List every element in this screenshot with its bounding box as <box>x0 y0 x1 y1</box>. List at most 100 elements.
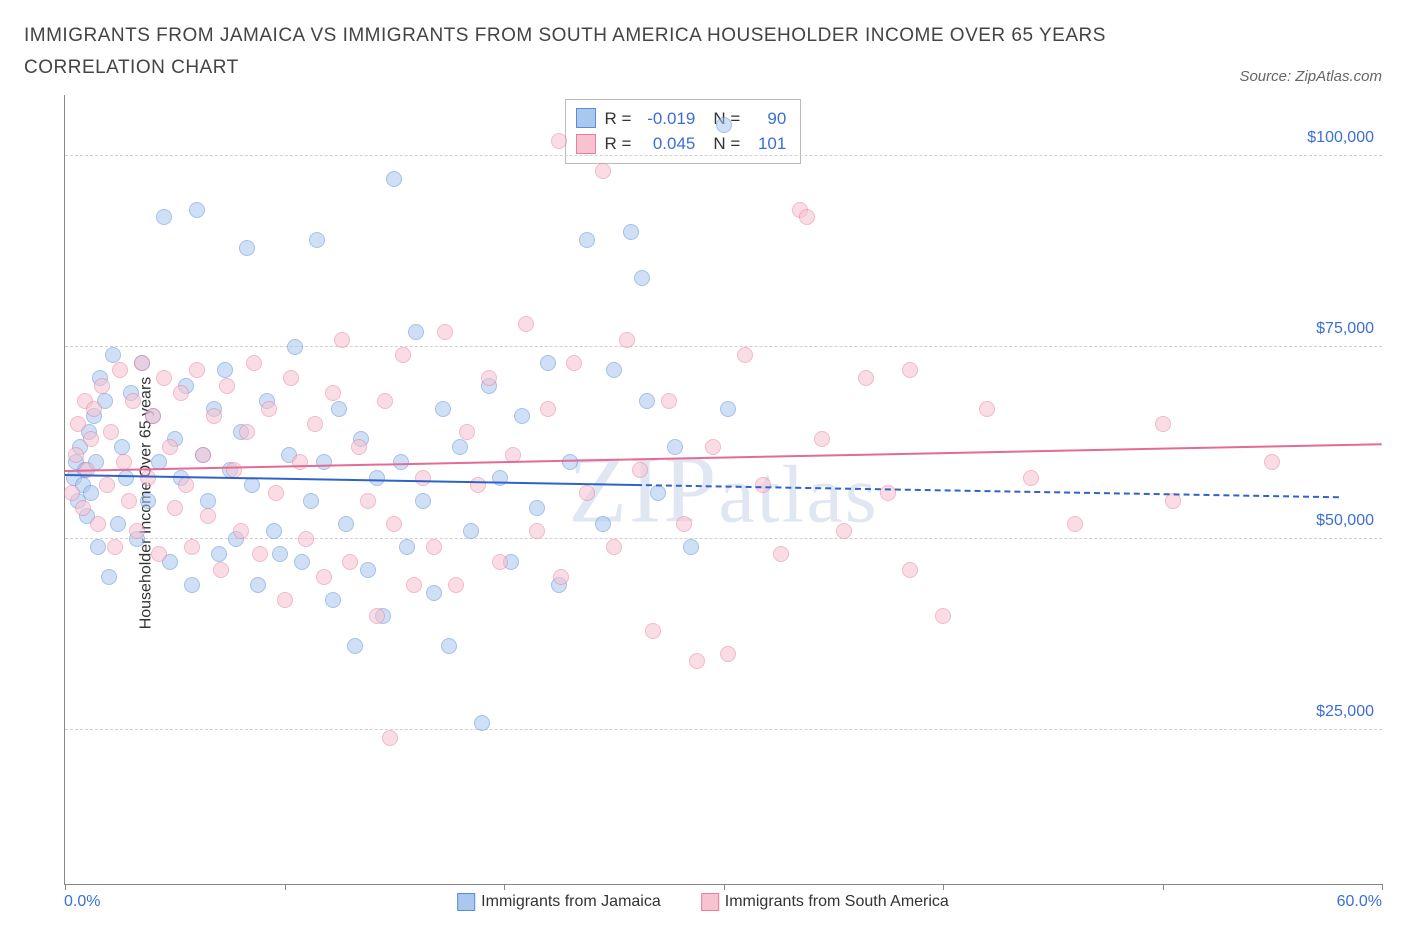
data-point <box>239 424 255 440</box>
data-point <box>151 546 167 562</box>
data-point <box>606 362 622 378</box>
data-point <box>145 408 161 424</box>
data-point <box>551 133 567 149</box>
data-point <box>399 539 415 555</box>
data-point <box>395 347 411 363</box>
data-point <box>529 500 545 516</box>
data-point <box>377 393 393 409</box>
data-point <box>579 485 595 501</box>
data-point <box>219 378 235 394</box>
data-point <box>562 454 578 470</box>
data-point <box>595 163 611 179</box>
data-point <box>351 439 367 455</box>
y-tick-label: $100,000 <box>1307 129 1374 147</box>
correlation-stats-box: R =-0.019N =90R =0.045N =101 <box>565 99 801 164</box>
data-point <box>773 546 789 562</box>
stats-row: R =-0.019N =90 <box>576 106 786 132</box>
data-point <box>331 401 347 417</box>
data-point <box>716 117 732 133</box>
data-point <box>292 454 308 470</box>
data-point <box>217 362 233 378</box>
data-point <box>298 531 314 547</box>
data-point <box>266 523 282 539</box>
data-point <box>435 401 451 417</box>
legend-item: Immigrants from Jamaica <box>457 893 661 911</box>
data-point <box>459 424 475 440</box>
data-point <box>720 401 736 417</box>
data-point <box>634 270 650 286</box>
data-point <box>540 355 556 371</box>
data-point <box>360 493 376 509</box>
data-point <box>553 569 569 585</box>
legend-swatch <box>457 893 475 911</box>
y-tick-label: $50,000 <box>1316 512 1374 530</box>
data-point <box>426 585 442 601</box>
data-point <box>470 477 486 493</box>
data-point <box>979 401 995 417</box>
data-point <box>90 539 106 555</box>
data-point <box>737 347 753 363</box>
data-point <box>283 370 299 386</box>
data-point <box>200 508 216 524</box>
data-point <box>623 224 639 240</box>
data-point <box>156 209 172 225</box>
data-point <box>415 493 431 509</box>
data-point <box>103 424 119 440</box>
data-point <box>540 401 556 417</box>
x-min-label: 0.0% <box>64 893 100 911</box>
stats-row: R =0.045N =101 <box>576 131 786 157</box>
data-point <box>86 401 102 417</box>
data-point <box>189 362 205 378</box>
data-point <box>334 332 350 348</box>
data-point <box>382 730 398 746</box>
data-point <box>239 240 255 256</box>
chart-title: IMMIGRANTS FROM JAMAICA VS IMMIGRANTS FR… <box>24 20 1124 85</box>
data-point <box>167 500 183 516</box>
data-point <box>566 355 582 371</box>
data-point <box>70 416 86 432</box>
data-point <box>173 385 189 401</box>
data-point <box>474 715 490 731</box>
data-point <box>1264 454 1280 470</box>
data-point <box>415 470 431 486</box>
data-point <box>595 516 611 532</box>
data-point <box>1155 416 1171 432</box>
y-tick-label: $75,000 <box>1316 320 1374 338</box>
data-point <box>689 653 705 669</box>
data-point <box>316 454 332 470</box>
data-point <box>129 523 145 539</box>
data-point <box>114 439 130 455</box>
data-point <box>639 393 655 409</box>
data-point <box>252 546 268 562</box>
data-point <box>902 362 918 378</box>
data-point <box>492 554 508 570</box>
data-point <box>632 462 648 478</box>
data-point <box>125 393 141 409</box>
data-point <box>676 516 692 532</box>
data-point <box>246 355 262 371</box>
data-point <box>408 324 424 340</box>
data-point <box>118 470 134 486</box>
data-point <box>261 401 277 417</box>
stats-n-value: 90 <box>748 106 786 132</box>
data-point <box>140 493 156 509</box>
data-point <box>184 577 200 593</box>
data-point <box>1067 516 1083 532</box>
data-point <box>233 523 249 539</box>
data-point <box>134 355 150 371</box>
data-point <box>650 485 666 501</box>
data-point <box>226 462 242 478</box>
data-point <box>184 539 200 555</box>
x-tick-mark <box>1382 884 1383 890</box>
data-point <box>325 385 341 401</box>
trend-line <box>65 443 1382 472</box>
data-point <box>579 232 595 248</box>
x-max-label: 60.0% <box>1337 893 1382 911</box>
data-point <box>426 539 442 555</box>
data-point <box>437 324 453 340</box>
stats-r-value: 0.045 <box>639 131 695 157</box>
data-point <box>452 439 468 455</box>
data-point <box>105 347 121 363</box>
x-tick-mark <box>65 884 66 890</box>
x-axis-row: 0.0% Immigrants from JamaicaImmigrants f… <box>64 893 1382 911</box>
